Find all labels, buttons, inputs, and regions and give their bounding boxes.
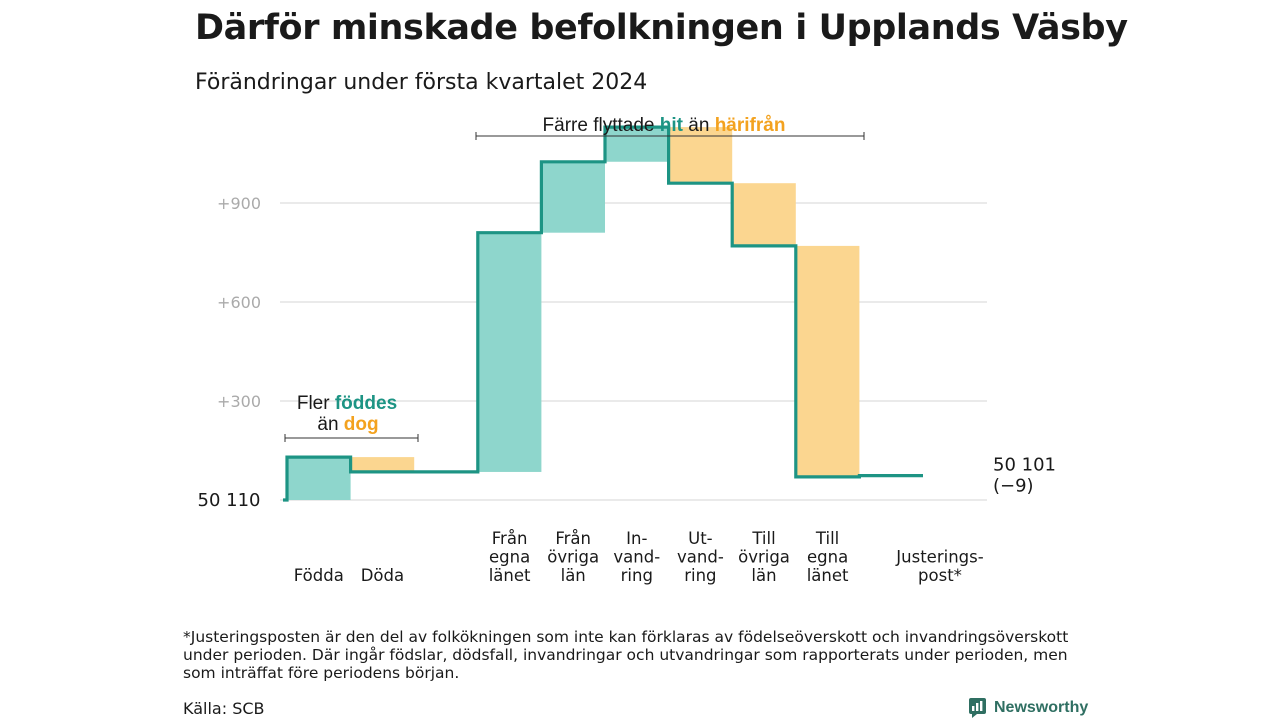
births-highlight: föddes (335, 393, 397, 414)
bar-1 (350, 457, 415, 472)
category-label: län (561, 566, 586, 585)
category-label: ring (621, 566, 653, 585)
deaths-highlight: dog (344, 414, 379, 435)
bar-8 (795, 245, 860, 477)
category-label: In- (626, 529, 647, 548)
start-value-label: 50 110 (198, 490, 261, 511)
category-label: Döda (361, 566, 404, 585)
bar-7 (732, 183, 796, 246)
bar-5 (605, 127, 669, 162)
category-label: ring (684, 566, 716, 585)
bar-4 (541, 161, 605, 233)
y-tick-label: +600 (217, 293, 261, 312)
moves-annotation-text: Färre flyttade (543, 115, 660, 136)
moves-highlight: härifrån (715, 115, 786, 136)
births-bracket (284, 434, 419, 442)
category-label: län (751, 566, 776, 585)
births-annotation-text: än (317, 414, 343, 435)
cumulative-step-line (283, 125, 923, 502)
brand[interactable]: Newsworthy (968, 697, 1088, 719)
y-tick-label: +900 (217, 194, 261, 213)
category-label: vand- (613, 548, 660, 567)
births-annotation-text: Fler (297, 393, 335, 414)
category-label: Från (492, 529, 528, 548)
category-label: post* (918, 566, 962, 585)
category-label: egna (489, 548, 530, 567)
chart-subtitle: Förändringar under första kvartalet 2024 (195, 70, 648, 95)
category-label: länet (489, 566, 531, 585)
moves-annotation: Färre flyttade hit än härifrån (543, 115, 786, 136)
footnote: *Justeringsposten är den del av folkökni… (183, 628, 1069, 682)
category-label: vand- (677, 548, 724, 567)
category-label: Justerings- (895, 548, 983, 567)
births-annotation-line1: Fler föddes (297, 393, 397, 414)
category-label: Till (815, 529, 839, 548)
moves-highlight: hit (660, 115, 684, 136)
y-tick-label: +300 (217, 392, 261, 411)
waterfall-chart: +300 +600 +900 50 110 50 101(−9) Födda Döda Frå… (198, 115, 1056, 585)
moves-annotation-text: än (683, 115, 715, 136)
category-label: Födda (294, 566, 344, 585)
category-label: egna (807, 548, 848, 567)
source-label: Källa: SCB (183, 699, 265, 718)
category-label: övriga (738, 548, 790, 567)
category-label: Från (555, 529, 591, 548)
category-label: övriga (547, 548, 599, 567)
bar-0 (287, 457, 351, 500)
moves-bracket (475, 132, 865, 140)
chart-title: Därför minskade befolkningen i Upplands … (195, 8, 1128, 48)
brand-name: Newsworthy (994, 699, 1089, 716)
category-label: Ut- (688, 529, 713, 548)
end-value-label: 50 101 (993, 455, 1056, 476)
end-change-label: (−9) (993, 476, 1034, 497)
category-label: länet (807, 566, 849, 585)
newsworthy-logo-icon (969, 698, 986, 718)
bar-3 (477, 232, 542, 472)
births-annotation-line2: än dog (317, 414, 378, 435)
category-label: Till (751, 529, 775, 548)
